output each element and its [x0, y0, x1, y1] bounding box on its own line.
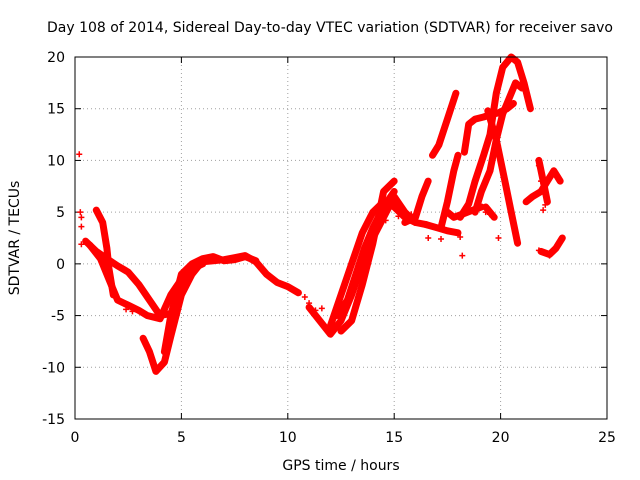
x-tick-label: 5	[177, 430, 186, 446]
series-track-c	[92, 206, 117, 299]
plus-marker	[77, 209, 84, 216]
plus-marker	[459, 252, 466, 259]
series-track-e	[160, 253, 260, 356]
series-track-i	[337, 177, 398, 335]
plus-marker	[495, 235, 502, 241]
plus-marker	[425, 235, 432, 241]
plus-marker	[486, 211, 493, 218]
axis-ticks: 0 5 10 15 20 25 -15 -10 -5 0 5 10 15 20	[42, 50, 616, 446]
series-track-j	[401, 177, 432, 226]
plus-marker	[482, 209, 489, 216]
y-tick-label: 20	[47, 50, 65, 66]
plus-marker	[395, 213, 402, 220]
x-tick-label: 25	[598, 430, 616, 446]
y-tick-label: 0	[56, 257, 65, 273]
plus-marker	[438, 236, 445, 243]
series-track-r	[443, 203, 485, 221]
series-track-q	[484, 107, 522, 247]
x-tick-label: 15	[385, 430, 403, 446]
plus-marker	[76, 151, 83, 158]
series-track-k	[429, 89, 460, 159]
series-track-p	[471, 79, 526, 216]
plus-marker	[542, 201, 549, 208]
plus-marker	[78, 214, 85, 221]
plus-marker	[535, 162, 542, 169]
y-tick-label: -5	[51, 309, 65, 325]
plus-marker	[408, 211, 415, 218]
y-tick-label: 5	[56, 205, 65, 221]
plus-marker	[457, 233, 464, 240]
x-axis-label: GPS time / hours	[282, 458, 399, 474]
plus-marker	[382, 217, 389, 224]
plus-marker	[546, 252, 553, 259]
x-tick-label: 10	[279, 430, 297, 446]
plus-marker	[540, 207, 547, 214]
plus-marker	[301, 293, 308, 300]
x-tick-label: 20	[492, 430, 510, 446]
series-track-m	[437, 151, 462, 232]
series-track-o	[456, 53, 534, 221]
plus-marker	[318, 305, 325, 312]
series-layer	[82, 53, 566, 375]
plot-frame	[74, 56, 608, 420]
series-track-h	[333, 188, 398, 320]
y-tick-label: 15	[47, 102, 65, 118]
chart-title: Day 108 of 2014, Sidereal Day-to-day VTE…	[47, 20, 613, 36]
y-tick-label: 10	[47, 153, 65, 169]
series-track-v	[537, 234, 566, 258]
plus-marker	[535, 247, 542, 254]
plus-marker	[129, 308, 136, 315]
plus-marker	[312, 307, 319, 314]
plus-marker	[123, 306, 130, 313]
y-axis-label: SDTVAR / TECUs	[7, 181, 23, 296]
plus-marker	[538, 178, 545, 185]
plus-marker	[306, 300, 313, 307]
plus-marker	[78, 223, 85, 230]
y-tick-label: -15	[42, 412, 65, 428]
y-tick-label: -10	[42, 360, 65, 376]
plus-marker	[78, 241, 85, 248]
x-tick-label: 0	[71, 430, 80, 446]
plus-marker	[146, 312, 153, 319]
points-layer	[76, 151, 553, 319]
